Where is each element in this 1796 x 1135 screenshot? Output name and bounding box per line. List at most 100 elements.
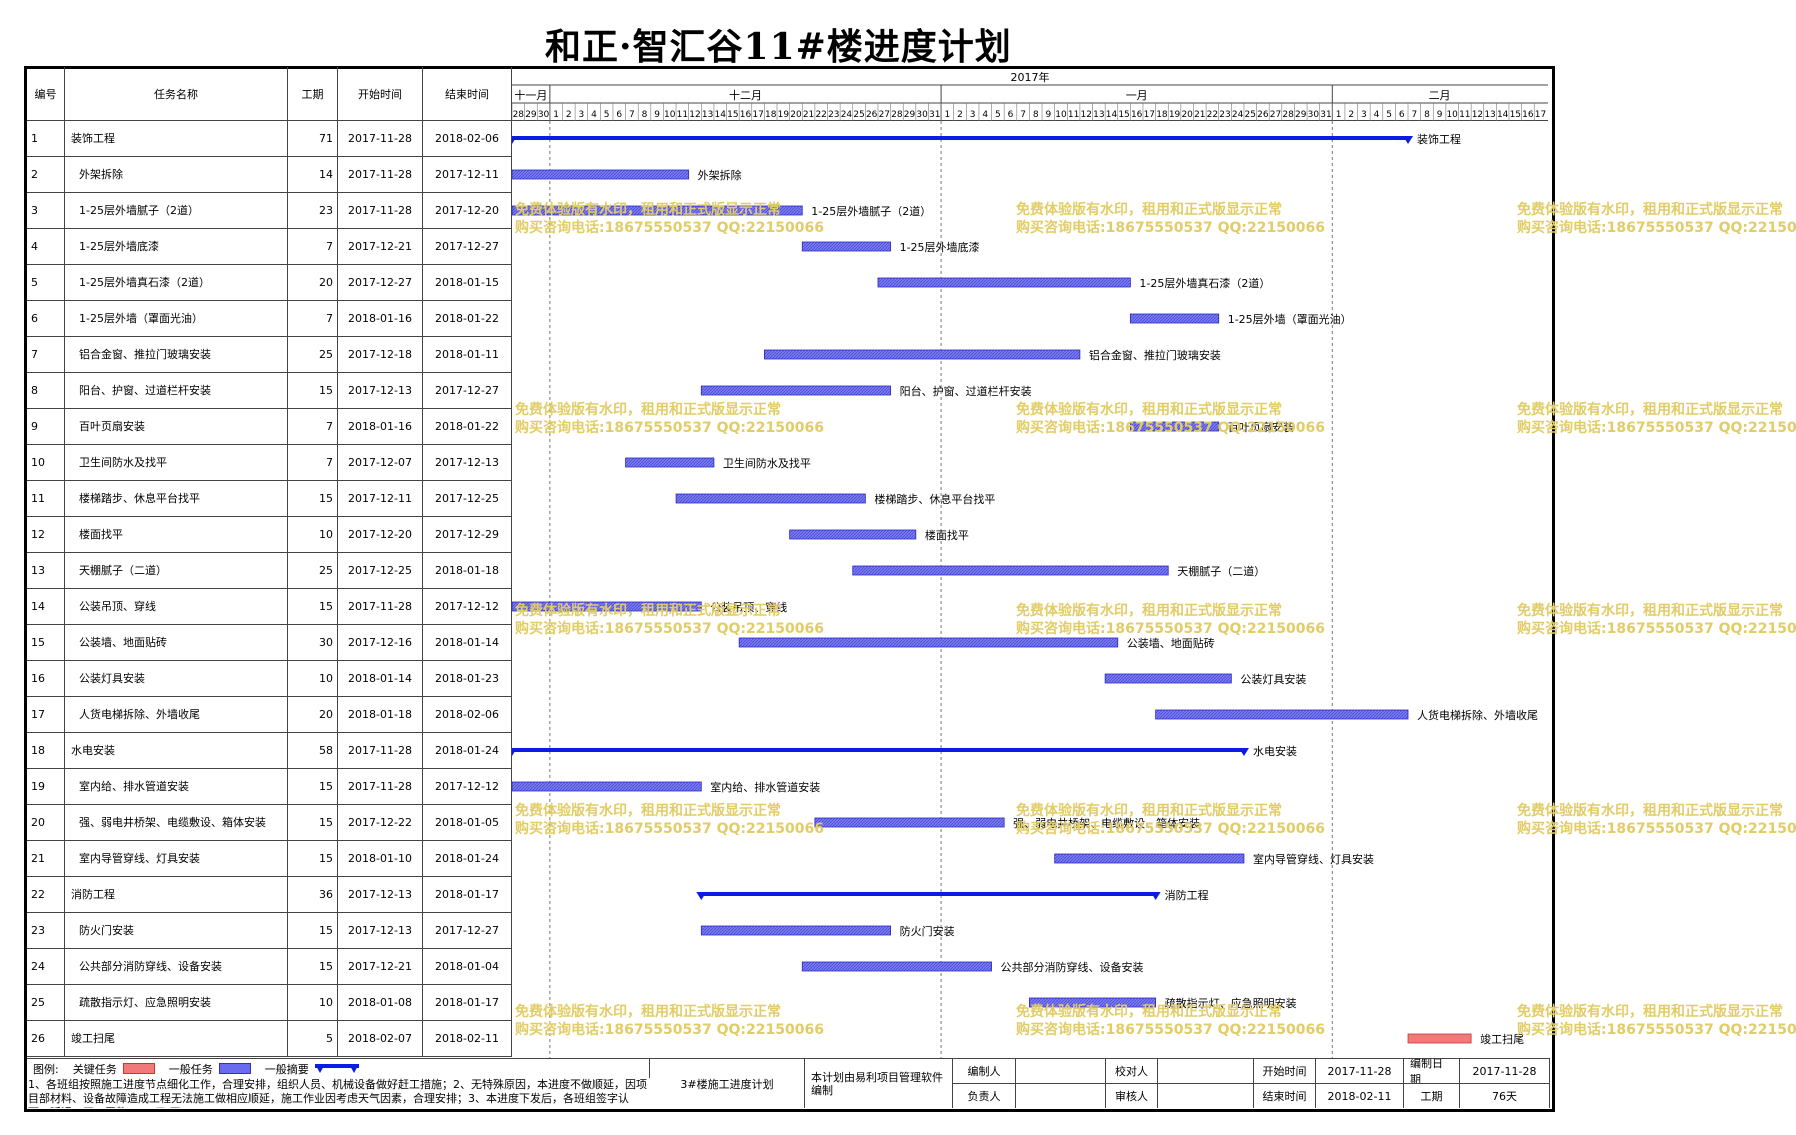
task-id-cell: 16 — [27, 661, 65, 697]
task-end-cell: 2017-12-20 — [423, 193, 512, 229]
task-bar — [1155, 709, 1409, 720]
task-name-cell: 强、弱电井桥架、电缆敷设、箱体安装 — [65, 805, 288, 841]
task-bar — [1129, 313, 1220, 324]
day-label: 10 — [664, 110, 676, 120]
task-id-cell: 12 — [27, 517, 65, 553]
task-start-cell: 2017-12-13 — [338, 373, 423, 409]
task-start-cell: 2017-11-28 — [338, 769, 423, 805]
summary-start-marker — [696, 892, 707, 900]
day-label: 5 — [995, 110, 1001, 120]
footer-end-value: 2018-02-11 — [1316, 1083, 1404, 1108]
day-label: 30 — [538, 110, 550, 120]
day-label: 8 — [1033, 110, 1039, 120]
day-label: 17 — [752, 110, 763, 120]
task-name-cell: 公共部分消防穿线、设备安装 — [65, 949, 288, 985]
day-label: 29 — [904, 110, 916, 120]
task-name-cell: 竣工扫尾 — [65, 1021, 288, 1057]
task-bar — [1104, 673, 1232, 684]
task-duration-cell: 15 — [288, 841, 338, 877]
day-label: 3 — [970, 110, 976, 120]
month-label: 十一月 — [514, 88, 547, 102]
task-duration-cell: 15 — [288, 373, 338, 409]
day-label: 4 — [591, 110, 597, 120]
bar-label: 百叶页扇安装 — [1227, 421, 1294, 434]
task-bar — [512, 601, 702, 612]
bar-label: 消防工程 — [1164, 889, 1209, 902]
task-duration-cell: 5 — [288, 1021, 338, 1057]
day-label: 14 — [1497, 110, 1509, 120]
task-end-cell: 2018-02-06 — [423, 697, 512, 733]
task-start-cell: 2017-11-28 — [338, 733, 423, 769]
bar-label: 室内给、排水管道安装 — [710, 781, 821, 794]
header-duration: 工期 — [288, 67, 338, 121]
task-start-cell: 2017-12-16 — [338, 625, 423, 661]
task-end-cell: 2018-01-04 — [423, 949, 512, 985]
summary-start-marker — [512, 136, 517, 144]
task-end-cell: 2018-01-05 — [423, 805, 512, 841]
task-bar — [763, 349, 1081, 360]
year-label: 2017年 — [1011, 70, 1050, 84]
task-id-cell: 3 — [27, 193, 65, 229]
bar-label: 竣工扫尾 — [1480, 1033, 1525, 1046]
task-end-cell: 2018-01-17 — [423, 877, 512, 913]
task-duration-cell: 7 — [288, 301, 338, 337]
task-end-cell: 2018-01-15 — [423, 265, 512, 301]
task-id-cell: 13 — [27, 553, 65, 589]
task-bar — [789, 529, 917, 540]
task-start-cell: 2018-01-18 — [338, 697, 423, 733]
task-duration-cell: 20 — [288, 697, 338, 733]
header-start: 开始时间 — [338, 67, 423, 121]
task-id-cell: 14 — [27, 589, 65, 625]
day-label: 7 — [629, 110, 635, 120]
bar-label: 公共部分消防穿线、设备安装 — [1000, 961, 1144, 974]
day-label: 15 — [1118, 110, 1129, 120]
footer-checker-label: 校对人 — [1106, 1058, 1158, 1083]
day-label: 19 — [1169, 110, 1181, 120]
task-id-cell: 22 — [27, 877, 65, 913]
footer-compiler-value — [1016, 1058, 1106, 1083]
day-label: 13 — [702, 110, 713, 120]
summary-end-marker — [1150, 892, 1161, 900]
gantt-frame — [24, 66, 1555, 1112]
task-id-cell: 2 — [27, 157, 65, 193]
task-start-cell: 2017-11-28 — [338, 121, 423, 157]
task-name-cell: 疏散指示灯、应急照明安装 — [65, 985, 288, 1021]
task-end-cell: 2018-01-17 — [423, 985, 512, 1021]
task-name-cell: 防火门安装 — [65, 913, 288, 949]
day-label: 20 — [1181, 110, 1193, 120]
task-duration-cell: 15 — [288, 913, 338, 949]
bar-label: 1-25层外墙底漆 — [899, 241, 980, 254]
day-label: 27 — [879, 110, 890, 120]
bar-label: 室内导管穿线、灯具安装 — [1252, 853, 1374, 866]
day-label: 15 — [727, 110, 738, 120]
day-label: 26 — [866, 110, 878, 120]
day-label: 12 — [1080, 110, 1091, 120]
task-end-cell: 2018-02-11 — [423, 1021, 512, 1057]
task-duration-cell: 23 — [288, 193, 338, 229]
bar-label: 公装墙、地面贴砖 — [1126, 637, 1215, 650]
task-id-cell: 23 — [27, 913, 65, 949]
day-label: 31 — [1320, 110, 1331, 120]
day-label: 5 — [1386, 110, 1392, 120]
task-start-cell: 2017-11-28 — [338, 589, 423, 625]
task-name-cell: 阳台、护窗、过道栏杆安装 — [65, 373, 288, 409]
day-label: 24 — [841, 110, 853, 120]
task-id-cell: 15 — [27, 625, 65, 661]
day-label: 14 — [1106, 110, 1118, 120]
task-start-cell: 2018-01-16 — [338, 409, 423, 445]
task-duration-cell: 14 — [288, 157, 338, 193]
summary-start-marker — [512, 748, 517, 756]
day-label: 17 — [1144, 110, 1155, 120]
header-end: 结束时间 — [423, 67, 512, 121]
day-label: 25 — [853, 110, 864, 120]
bar-label: 防火门安装 — [899, 925, 955, 938]
day-label: 29 — [525, 110, 537, 120]
task-duration-cell: 20 — [288, 265, 338, 301]
day-label: 24 — [1232, 110, 1244, 120]
day-label: 8 — [1424, 110, 1430, 120]
task-name-cell: 天棚腻子（二道） — [65, 553, 288, 589]
task-id-cell: 18 — [27, 733, 65, 769]
day-label: 6 — [616, 110, 622, 120]
day-label: 14 — [715, 110, 727, 120]
task-start-cell: 2017-12-20 — [338, 517, 423, 553]
